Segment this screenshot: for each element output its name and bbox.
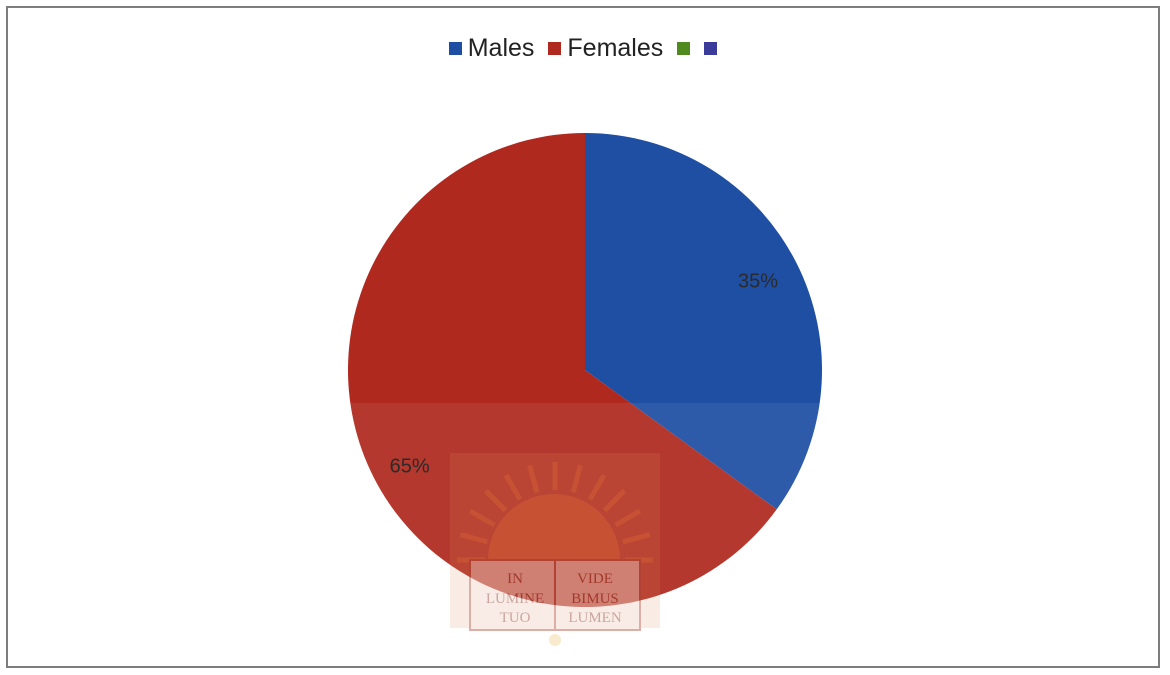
- pie-labels: 35% 65%: [390, 271, 779, 478]
- seal-ray: [621, 532, 651, 545]
- motto-line-3: LUMINE: [486, 591, 544, 607]
- seal-ray: [527, 464, 540, 494]
- seal-book: [469, 559, 641, 631]
- legend-item-series-3: [677, 42, 691, 55]
- seal-ray: [483, 488, 508, 513]
- pie-slices: [347, 133, 822, 640]
- data-label-females: 65%: [390, 455, 430, 477]
- seal-rays: [457, 462, 653, 563]
- data-label-males: 35%: [738, 271, 778, 293]
- legend-swatch-series-4: [704, 42, 718, 55]
- legend-label-males: Males: [467, 34, 535, 62]
- legend-item-series-4: [704, 42, 718, 55]
- seal-ray: [602, 488, 627, 513]
- seal-dot: [549, 634, 561, 646]
- legend-item-females: Females: [548, 34, 663, 63]
- seal-ray: [587, 473, 607, 501]
- legend-item-males: Males: [448, 34, 535, 63]
- seal-sun: [488, 494, 620, 560]
- seal-backdrop: [450, 453, 660, 628]
- motto-line-6: LUMEN: [568, 610, 621, 626]
- motto-line-2: VIDE: [577, 571, 613, 587]
- seal-ray: [459, 532, 489, 545]
- seal-watermark: IN VIDE LUMINE BIMUS TUO LUMEN: [450, 453, 660, 646]
- seal-ray: [468, 508, 496, 528]
- legend-swatch-series-3: [677, 42, 691, 55]
- motto-line-1: IN: [507, 571, 523, 587]
- legend-swatch-males: [448, 42, 462, 55]
- chart-legend: Males Females: [8, 34, 1158, 63]
- legend-swatch-females: [548, 42, 562, 55]
- motto-line-4: BIMUS: [571, 591, 619, 607]
- seal-ray: [503, 473, 523, 501]
- legend-label-females: Females: [567, 34, 664, 62]
- seal-ray: [570, 464, 583, 494]
- seal-ray: [614, 508, 642, 528]
- pie-slice-males: [585, 133, 822, 510]
- pie-slice-females: [347, 133, 777, 607]
- motto-line-5: TUO: [500, 610, 531, 626]
- pie-shade-band: [348, 403, 822, 640]
